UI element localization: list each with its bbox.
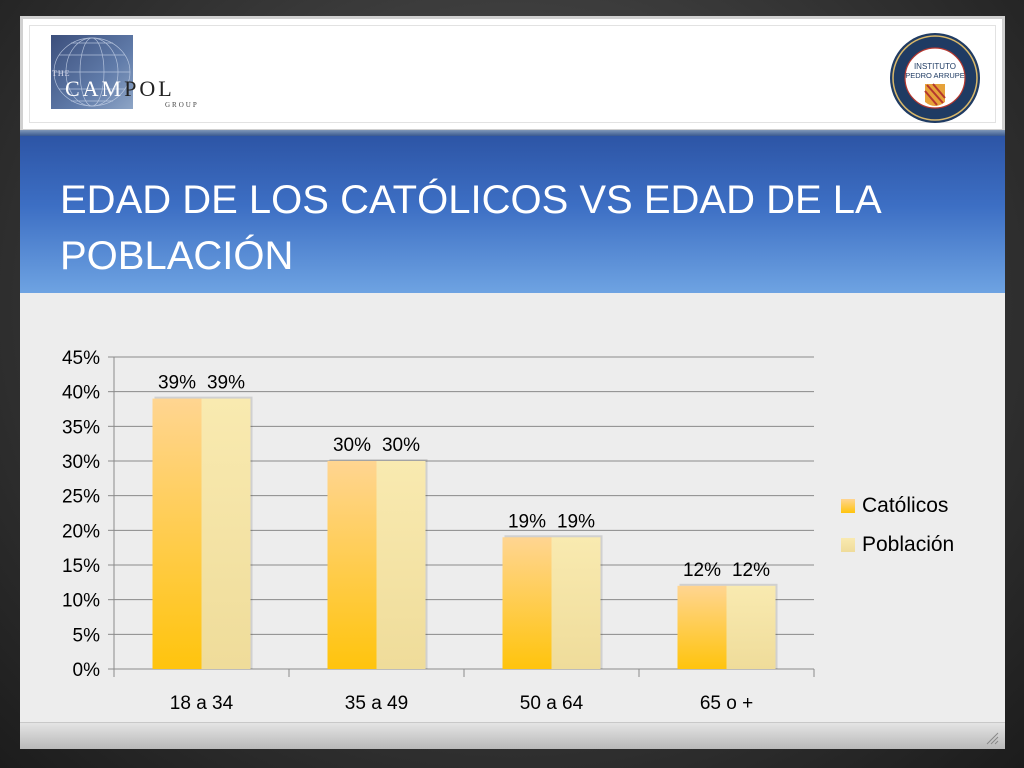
y-tick-label: 15% — [62, 556, 100, 577]
logo-pol: POL — [124, 76, 175, 101]
bar-catolicos — [677, 585, 727, 669]
y-tick-label: 0% — [73, 660, 101, 681]
instituto-pedro-arrupe-seal: INSTITUTO PEDRO ARRUPE — [890, 33, 980, 123]
data-labels: 39% 39% 30% 30% 19% 19% 12% 12% — [158, 373, 770, 581]
data-label: 19% — [508, 511, 546, 532]
campol-logo: THE CAMPOL GROUP — [51, 35, 226, 109]
header-separator — [20, 130, 1005, 136]
data-label: 12% — [732, 560, 770, 581]
bar-catolicos — [502, 537, 552, 669]
x-tick-label: 18 a 34 — [170, 693, 234, 714]
slide-footer-bar — [20, 722, 1005, 749]
legend-swatch — [841, 499, 855, 513]
bar-poblacion — [376, 461, 426, 669]
y-axis-ticks: 0% 5% 10% 15% 20% 25% 30% 35% 40% 45% — [62, 348, 100, 681]
data-label: 19% — [557, 511, 595, 532]
slide: THE CAMPOL GROUP INSTITUTO PEDRO ARRUPE … — [20, 16, 1005, 749]
data-label: 12% — [683, 560, 721, 581]
x-tick-label: 65 o + — [700, 693, 753, 714]
seal-line1: INSTITUTO — [914, 62, 956, 71]
y-tick-label: 25% — [62, 487, 100, 508]
header-frame — [29, 25, 996, 123]
bar-poblacion — [201, 398, 251, 669]
slide-title: EDAD DE LOS CATÓLICOS VS EDAD DE LA POBL… — [60, 178, 880, 278]
legend-label: Católicos — [862, 494, 948, 517]
y-tick-label: 35% — [62, 417, 100, 438]
bar-catolicos — [327, 461, 377, 669]
logo-the-text: THE — [52, 69, 71, 78]
y-tick-label: 20% — [62, 521, 100, 542]
bars — [152, 396, 778, 669]
globe-icon — [51, 35, 133, 109]
x-tick-label: 50 a 64 — [520, 693, 584, 714]
data-label: 30% — [333, 435, 371, 456]
logo-group-text: GROUP — [165, 101, 199, 109]
legend-label: Población — [862, 533, 954, 556]
resize-grip-icon — [986, 732, 999, 745]
x-axis-ticks: 18 a 34 35 a 49 50 a 64 65 o + — [170, 693, 753, 714]
data-label: 39% — [207, 373, 245, 394]
bar-catolicos — [152, 398, 202, 669]
y-tick-label: 5% — [73, 625, 101, 646]
bar-poblacion — [551, 537, 601, 669]
title-band: EDAD DE LOS CATÓLICOS VS EDAD DE LA POBL… — [20, 136, 1005, 293]
y-tick-label: 45% — [62, 348, 100, 369]
data-label: 39% — [158, 373, 196, 394]
slide-header: THE CAMPOL GROUP INSTITUTO PEDRO ARRUPE — [20, 16, 1005, 132]
y-tick-label: 40% — [62, 383, 100, 404]
y-tick-label: 10% — [62, 591, 100, 612]
bar-chart: 0% 5% 10% 15% 20% 25% 30% 35% 40% 45% 39% 39% 30% 30… — [62, 348, 954, 714]
data-label: 30% — [382, 435, 420, 456]
logo-campol-text: CAMPOL — [65, 76, 175, 102]
y-tick-label: 30% — [62, 452, 100, 473]
legend-swatch — [841, 538, 855, 552]
logo-cam: CAM — [65, 76, 125, 101]
x-tick-label: 35 a 49 — [345, 693, 408, 714]
seal-line2: PEDRO ARRUPE — [905, 71, 965, 80]
bar-poblacion — [726, 585, 776, 669]
legend: Católicos Población — [841, 494, 954, 556]
